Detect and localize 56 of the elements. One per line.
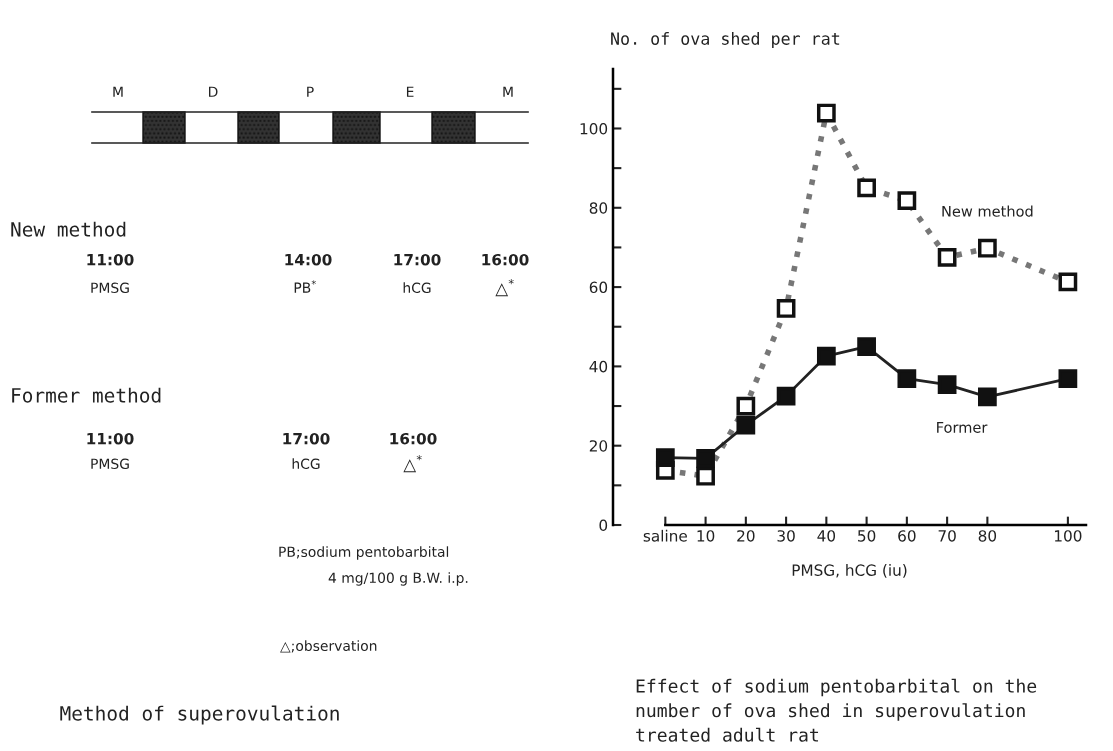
text: 16:00 xyxy=(390,432,437,445)
y-tick-label: 0 xyxy=(599,519,608,532)
y-tick-label: 80 xyxy=(589,202,608,214)
text: PB$^{*}$ xyxy=(294,280,316,293)
y-tick-label: 40 xyxy=(589,360,608,373)
series-label: Former xyxy=(937,422,988,433)
text: hCG xyxy=(292,458,320,470)
x-axis-title: PMSG, hCG (iu) xyxy=(792,564,907,578)
point xyxy=(736,415,756,435)
x-tick-label: 100 xyxy=(1054,530,1082,542)
text: PMSG xyxy=(91,458,129,470)
x-tick-label: 70 xyxy=(938,530,956,542)
x-tick-label: 40 xyxy=(817,530,836,542)
x-tick-label: 80 xyxy=(978,530,997,542)
text: △$^{*}$ xyxy=(403,455,422,473)
point xyxy=(776,386,796,406)
text: E xyxy=(406,86,414,97)
text: △$^{*}$ xyxy=(495,279,514,297)
text: P xyxy=(307,86,314,97)
x-tick-label: 10 xyxy=(697,530,715,542)
point xyxy=(1058,369,1078,389)
y-axis-title: No. of ova shed per rat xyxy=(611,31,840,49)
point xyxy=(857,337,876,356)
text: New method xyxy=(11,221,126,237)
y-tick-label: 100 xyxy=(580,122,608,135)
text: 11:00 xyxy=(87,432,134,445)
x-tick-label: 30 xyxy=(777,530,795,542)
point xyxy=(978,387,997,407)
text: PB;sodium pentobarbital xyxy=(279,546,449,560)
text: M xyxy=(113,86,123,97)
text: 4 mg/100 g B.W. i.p. xyxy=(328,572,468,586)
text: △;observation xyxy=(280,640,377,653)
text: 16:00 xyxy=(482,253,529,266)
x-tick-label: saline xyxy=(643,529,687,542)
point xyxy=(655,448,675,467)
text: 17:00 xyxy=(283,432,330,445)
text: 14:00 xyxy=(285,253,332,266)
text: Effect of sodium pentobarbital on the number of ova shed in superovulation treated adult rat xyxy=(636,678,1037,742)
x-tick-label: 50 xyxy=(858,530,876,542)
text: 17:00 xyxy=(394,253,441,266)
text: Method of superovulation xyxy=(60,705,339,725)
point xyxy=(816,346,836,366)
point xyxy=(696,449,715,468)
x-tick-label: 60 xyxy=(898,530,916,542)
y-tick-label: 20 xyxy=(589,440,608,452)
x-tick-label: 20 xyxy=(737,530,755,542)
y-tick-label: 60 xyxy=(589,281,608,294)
text: PMSG xyxy=(91,282,129,294)
text: M xyxy=(503,86,513,97)
point xyxy=(897,369,917,389)
text: D xyxy=(209,86,218,97)
series-label: New method xyxy=(942,205,1033,217)
text: Former method xyxy=(12,387,161,403)
text: hCG xyxy=(403,282,431,294)
point xyxy=(937,375,957,395)
text: 11:00 xyxy=(87,253,134,266)
